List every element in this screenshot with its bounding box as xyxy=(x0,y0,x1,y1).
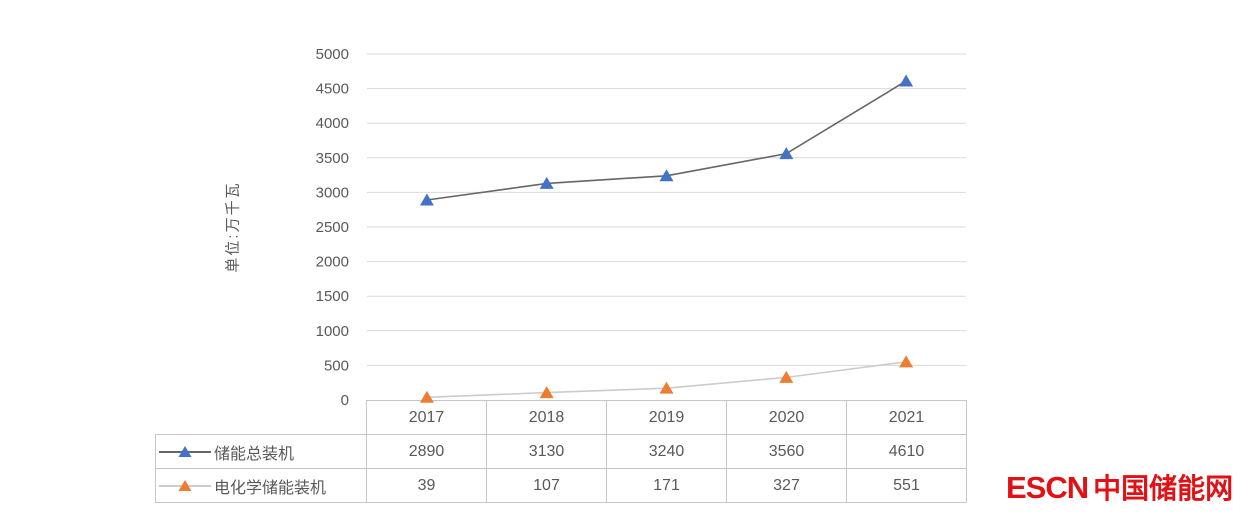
escn-logo: ESCN 中国储能网 xyxy=(1006,467,1233,507)
series-1-marker xyxy=(659,169,674,182)
y-tick-label: 1000 xyxy=(316,323,349,340)
series-line-1 xyxy=(426,80,907,201)
series-2-marker xyxy=(659,381,674,394)
escn-logo-text-en: ESCN xyxy=(1006,470,1089,505)
legend-entry: 电化学储能装机 xyxy=(159,474,366,498)
legend-marker-icon xyxy=(159,446,211,457)
legend-series-label: 储能总装机 xyxy=(214,445,295,463)
series-2-marker xyxy=(539,386,554,399)
legend-cell: 储能总装机 xyxy=(155,434,367,469)
y-tick-label: 5000 xyxy=(316,46,349,63)
series-1-marker xyxy=(539,176,554,189)
y-tick-label: 500 xyxy=(324,357,349,374)
value-cell: 3130 xyxy=(486,434,607,469)
series-1-marker xyxy=(779,147,794,160)
value-cell: 2890 xyxy=(366,434,487,469)
value-cell: 3560 xyxy=(726,434,847,469)
year-header-cell: 2021 xyxy=(846,400,967,435)
y-tick-label: 3000 xyxy=(316,184,349,201)
year-header-cell: 2020 xyxy=(726,400,847,435)
y-tick-label: 4500 xyxy=(316,81,349,98)
legend-series-label: 电化学储能装机 xyxy=(214,479,327,497)
y-tick-label: 1500 xyxy=(316,288,349,305)
value-cell: 4610 xyxy=(846,434,967,469)
y-tick-label: 2500 xyxy=(316,219,349,236)
year-header-cell: 2018 xyxy=(486,400,607,435)
year-header-cell: 2019 xyxy=(606,400,727,435)
series-line-2 xyxy=(426,361,907,399)
legend-cell: 电化学储能装机 xyxy=(155,468,367,503)
y-axis-title: 单位:万千瓦 xyxy=(224,181,242,273)
value-cell: 551 xyxy=(846,468,967,503)
y-tick-label: 2000 xyxy=(316,254,349,271)
legend-marker-icon xyxy=(159,480,211,491)
table-series-row: 电化学储能装机 39 107 171 327 551 xyxy=(155,468,967,503)
table-header-row: 2017 2018 2019 2020 2021 xyxy=(156,400,967,435)
value-cell: 3240 xyxy=(606,434,727,469)
series-2-marker xyxy=(899,355,914,368)
year-header-cell: 2017 xyxy=(366,400,487,435)
legend-entry: 储能总装机 xyxy=(159,440,366,464)
value-cell: 327 xyxy=(726,468,847,503)
series-2-marker xyxy=(779,370,794,383)
y-tick-label: 3500 xyxy=(316,150,349,167)
value-cell: 107 xyxy=(486,468,607,503)
series-1-marker xyxy=(419,193,434,206)
series-1-marker xyxy=(899,74,914,87)
table-corner-blank xyxy=(156,401,367,435)
y-tick-label: 4000 xyxy=(316,115,349,132)
value-cell: 39 xyxy=(366,468,487,503)
table-series-row: 储能总装机 2890 3130 3240 3560 4610 xyxy=(155,434,967,469)
escn-logo-text-zh: 中国储能网 xyxy=(1093,473,1234,504)
chart-data-table: 2017 2018 2019 2020 2021 储能总装机 2890 3130 3240 356… xyxy=(155,400,967,503)
value-cell: 171 xyxy=(606,468,727,503)
